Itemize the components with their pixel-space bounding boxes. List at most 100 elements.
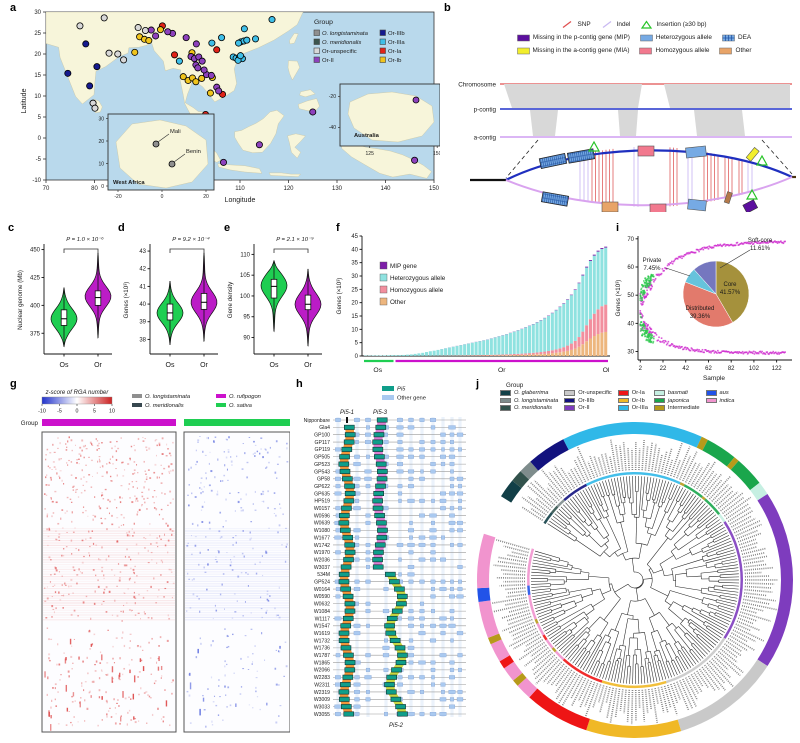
- panel-letter-i: i: [616, 222, 620, 234]
- panel-letter-g: g: [10, 378, 17, 390]
- panel-letter-e: e: [224, 222, 231, 234]
- legend-item: aus: [705, 390, 735, 396]
- svg-text:40: 40: [351, 247, 358, 253]
- series-Os-core-genome: [639, 313, 655, 344]
- group-swatch-icon: [617, 390, 629, 396]
- svg-text:42: 42: [682, 366, 689, 372]
- panel-d-violin: 38 39 40 41 42 43 Genes (×10³) Os Or P = 9.2 × 10…: [120, 230, 220, 380]
- svg-text:-5: -5: [36, 157, 42, 163]
- sample-label: W2036: [314, 557, 330, 563]
- svg-text:42: 42: [139, 267, 146, 273]
- svg-text:5: 5: [93, 409, 96, 415]
- svg-text:Or-IIIa: Or-IIIa: [388, 40, 405, 46]
- group-swatch-icon: [617, 405, 629, 411]
- bar-legend-label: Other: [390, 299, 406, 306]
- schematic-diagram: Chromosome p-contig a-contig: [458, 82, 796, 212]
- species-swatch-icon: [216, 403, 226, 407]
- p-contig-label: p-contig: [474, 107, 497, 114]
- ring-segment: [563, 422, 702, 450]
- pi5-gene-box: [372, 564, 384, 570]
- sample-label: GP117: [315, 440, 331, 446]
- svg-text:Private: Private: [643, 258, 662, 264]
- insertion-icon: [587, 140, 601, 152]
- sample-label: W1736: [314, 646, 330, 652]
- svg-text:122: 122: [772, 366, 783, 372]
- pi5-gene-box: [344, 491, 356, 497]
- pi5-gene-box: [338, 630, 350, 636]
- panel-g-heatmap: z-score of RGA number -10 -5 0 5 10 O. longist…: [8, 388, 291, 742]
- legend-label: Missing in the a-contig gene (MIA): [532, 47, 630, 54]
- other-box-icon: [601, 201, 619, 212]
- pan-genome-pie: Core 41.57% Distributed 39.36% Private 7.45% S…: [643, 238, 773, 328]
- map-chart: 708090100110120130140150302520151050-5-1…: [21, 10, 442, 204]
- pi5-gene-box: [338, 689, 350, 695]
- p-value-label: P = 1.0 × 10⁻⁶: [66, 236, 104, 243]
- pi5-gene-box: [372, 439, 384, 445]
- pi5-gene-box: [374, 542, 386, 548]
- schematic-legend: SNP Indel Insertion (≥30 bp) Missing in the…: [472, 20, 796, 59]
- inset-au-title: Australia: [354, 133, 380, 139]
- group-swatch-icon: [500, 390, 511, 396]
- panel-letter-c: c: [8, 222, 15, 234]
- svg-text:10: 10: [351, 327, 358, 333]
- pi5-gene-box: [396, 601, 407, 607]
- pi5-gene-box: [384, 682, 395, 688]
- group-row-label: Group: [21, 420, 39, 427]
- slash-swatch-icon: [563, 20, 572, 29]
- panel-b-schematic: SNP Indel Insertion (≥30 bp) Missing in the…: [442, 6, 796, 216]
- category-label: Os: [60, 362, 69, 369]
- sample-label: W3033: [314, 704, 330, 710]
- group-swatch-icon: [705, 397, 717, 404]
- svg-text:7.45%: 7.45%: [643, 266, 661, 272]
- svg-text:82: 82: [728, 366, 735, 372]
- pi5-gene-box: [343, 652, 354, 658]
- y-axis-label: Nuclear genome (Mb): [17, 270, 24, 330]
- species-swatch-icon: [132, 403, 142, 407]
- pi5-gene-box: [344, 601, 356, 607]
- panel-letter-f: f: [336, 222, 340, 234]
- pi5-gene-box: [343, 711, 355, 717]
- rga-heatmap: z-score of RGA number -10 -5 0 5 10 O. longist…: [21, 390, 291, 733]
- svg-text:0: 0: [355, 354, 359, 360]
- pi5-gene-box: [338, 461, 350, 467]
- sample-label: W0639: [314, 521, 330, 527]
- svg-text:O. rufipogon: O. rufipogon: [229, 394, 261, 400]
- pi5-gene-box: [373, 549, 384, 555]
- sample-label: W2319: [314, 690, 330, 696]
- svg-text:102: 102: [749, 366, 760, 372]
- pi5-gene-box: [384, 623, 395, 629]
- dea-box-icon: [540, 191, 570, 207]
- box-swatch-icon: [516, 47, 530, 55]
- ring-segment: [477, 533, 496, 589]
- sample-label: W0632: [314, 602, 330, 608]
- pi5-gene-box: [343, 439, 355, 445]
- svg-text:11.61%: 11.61%: [750, 246, 771, 252]
- svg-text:Or-Ib: Or-Ib: [388, 58, 402, 64]
- legend-item: O. meridionalis: [500, 405, 558, 411]
- pi5-gene-box: [374, 454, 385, 460]
- legend-label: Insertion (≥30 bp): [656, 21, 707, 28]
- sample-label: GP119: [315, 447, 331, 453]
- svg-text:-5: -5: [57, 409, 62, 415]
- group-os-label: Os: [373, 367, 382, 374]
- y-axis-label: Genes (×10³): [123, 282, 130, 319]
- svg-text:43: 43: [139, 249, 146, 255]
- pi5-gene-box: [385, 630, 397, 636]
- sample-label: Gla4: [319, 425, 330, 431]
- group-swatch-icon: [313, 56, 320, 63]
- svg-text:100: 100: [240, 294, 251, 300]
- sample-label: W1117: [315, 616, 331, 622]
- ring-segment: [696, 436, 708, 451]
- sample-label: W3009: [314, 697, 330, 703]
- pi5-gene-box: [344, 432, 356, 438]
- pie-slice-Core: [715, 260, 750, 323]
- sample-label: GP523: [314, 462, 330, 468]
- pi5-gene-box: [340, 586, 351, 592]
- bar-legend-swatch-icon: [379, 285, 388, 294]
- pi5-3-header: Pi5-3: [373, 410, 388, 416]
- panel-a-map: 708090100110120130140150302520151050-5-1…: [20, 6, 442, 218]
- svg-text:Or-IIIb: Or-IIIb: [388, 31, 405, 37]
- dea-box-icon: [566, 148, 596, 164]
- pi5-gene-box: [377, 468, 388, 474]
- svg-text:Soft-core: Soft-core: [748, 238, 773, 244]
